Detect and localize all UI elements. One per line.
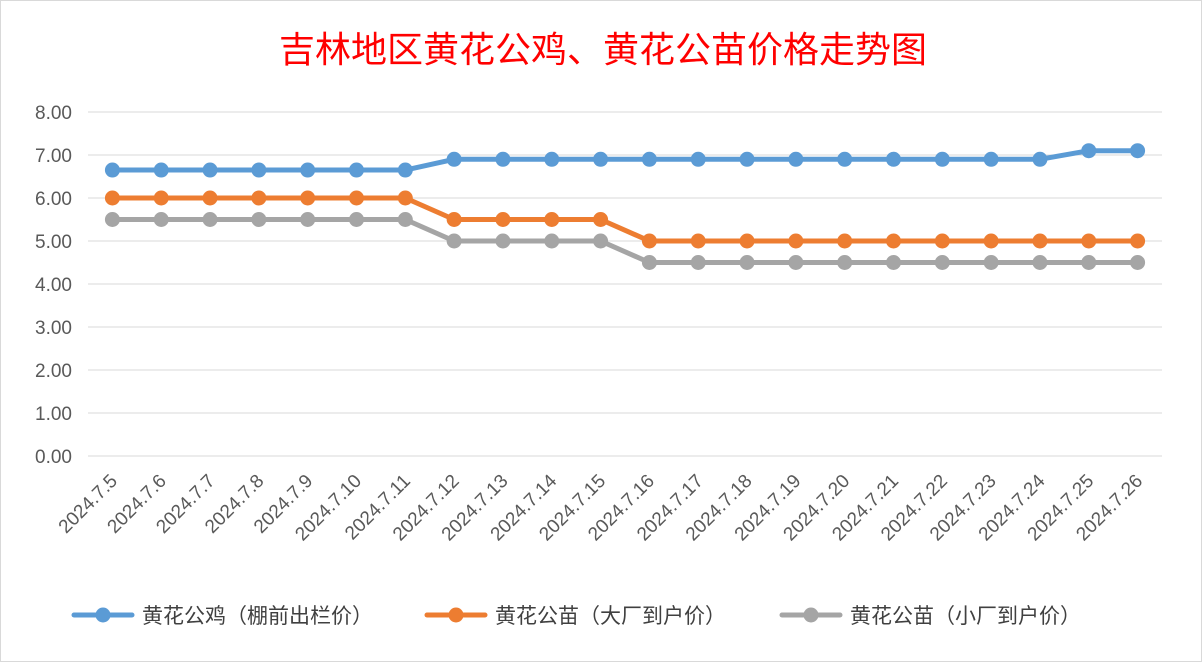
y-tick-label: 1.00 xyxy=(35,404,72,425)
data-point xyxy=(934,255,950,270)
data-point xyxy=(202,212,218,227)
x-axis-ticks: 2024.7.52024.7.62024.7.72024.7.82024.7.9… xyxy=(55,470,1147,545)
chart-title: 吉林地区黄花公鸡、黄花公苗价格走势图 xyxy=(279,30,927,71)
data-point xyxy=(1081,233,1097,249)
data-point xyxy=(641,233,657,249)
data-point xyxy=(593,151,609,167)
y-tick-label: 5.00 xyxy=(35,232,72,253)
data-point xyxy=(739,151,755,167)
data-point xyxy=(593,233,609,249)
series-line xyxy=(109,217,1141,265)
legend-marker xyxy=(803,607,819,623)
data-point xyxy=(202,162,218,178)
data-point xyxy=(934,151,950,167)
y-axis-ticks: 0.00 1.00 2.00 3.00 4.00 5.00 6.00 7.00 8.00 xyxy=(35,103,72,468)
data-point xyxy=(349,162,364,178)
data-point xyxy=(544,151,560,167)
data-point xyxy=(690,151,706,167)
data-point xyxy=(153,212,169,227)
data-point xyxy=(251,190,267,206)
data-point xyxy=(251,212,267,227)
data-point xyxy=(788,255,804,270)
data-point xyxy=(886,151,901,167)
data-point xyxy=(934,233,950,249)
data-point xyxy=(1032,151,1048,167)
data-point xyxy=(788,233,804,249)
data-point xyxy=(544,233,560,249)
data-point xyxy=(788,151,804,167)
data-point xyxy=(739,233,755,249)
data-point xyxy=(1081,255,1097,270)
data-point xyxy=(446,212,462,227)
series-1 xyxy=(104,143,1146,178)
series-line xyxy=(109,148,1141,173)
data-point xyxy=(495,233,511,249)
data-point xyxy=(349,190,364,206)
y-tick-label: 0.00 xyxy=(35,447,72,468)
data-point xyxy=(983,233,999,249)
data-point xyxy=(983,151,999,167)
legend-item-1: 黄花公鸡（棚前出栏价） xyxy=(71,604,373,628)
data-point xyxy=(690,233,706,249)
y-tick-label: 6.00 xyxy=(35,189,72,210)
data-point xyxy=(397,162,413,178)
data-point xyxy=(641,151,657,167)
data-point xyxy=(983,255,999,270)
y-tick-label: 8.00 xyxy=(35,103,72,124)
data-point xyxy=(837,233,853,249)
data-point xyxy=(397,190,413,206)
series-layer xyxy=(104,143,1146,270)
data-point xyxy=(349,212,364,227)
data-point xyxy=(886,255,901,270)
data-point xyxy=(886,233,901,249)
legend-item-3: 黄花公苗（小厂到户价） xyxy=(779,604,1081,628)
data-point xyxy=(1032,255,1048,270)
data-point xyxy=(593,212,609,227)
legend-item-2: 黄花公苗（大厂到户价） xyxy=(424,604,726,628)
data-point xyxy=(300,162,316,178)
data-point xyxy=(202,190,218,206)
data-point xyxy=(837,151,853,167)
data-point xyxy=(446,233,462,249)
legend: 黄花公鸡（棚前出栏价） 黄花公苗（大厂到户价） 黄花公苗（小厂到户价） xyxy=(71,604,1081,628)
data-point xyxy=(690,255,706,270)
y-tick-label: 7.00 xyxy=(35,146,72,167)
y-tick-label: 4.00 xyxy=(35,275,72,296)
data-point xyxy=(1081,143,1097,159)
data-point xyxy=(251,162,267,178)
series-3 xyxy=(104,212,1146,270)
legend-label: 黄花公鸡（棚前出栏价） xyxy=(142,604,373,628)
y-tick-label: 3.00 xyxy=(35,318,72,339)
data-point xyxy=(104,162,120,178)
data-point xyxy=(300,190,316,206)
data-point xyxy=(300,212,316,227)
data-point xyxy=(153,162,169,178)
grid-lines xyxy=(88,111,1162,457)
data-point xyxy=(1130,255,1146,270)
data-point xyxy=(104,190,120,206)
y-tick-label: 2.00 xyxy=(35,361,72,382)
data-point xyxy=(397,212,413,227)
legend-label: 黄花公苗（大厂到户价） xyxy=(495,604,726,628)
data-point xyxy=(837,255,853,270)
data-point xyxy=(1130,143,1146,159)
data-point xyxy=(104,212,120,227)
data-point xyxy=(1130,233,1146,249)
series-line xyxy=(109,195,1141,244)
series-2 xyxy=(104,190,1146,249)
data-point xyxy=(1032,233,1048,249)
data-point xyxy=(153,190,169,206)
data-point xyxy=(641,255,657,270)
data-point xyxy=(446,151,462,167)
data-point xyxy=(495,212,511,227)
data-point xyxy=(544,212,560,227)
data-point xyxy=(495,151,511,167)
legend-label: 黄花公苗（小厂到户价） xyxy=(850,604,1081,628)
legend-marker xyxy=(448,607,464,623)
legend-marker xyxy=(95,607,111,623)
data-point xyxy=(739,255,755,270)
